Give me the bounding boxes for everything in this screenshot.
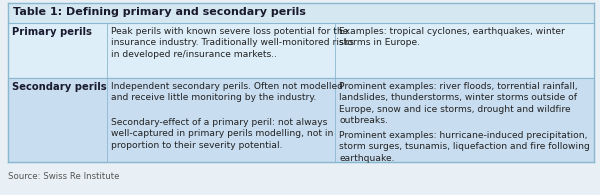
Bar bbox=[8, 3, 594, 162]
Text: Prominent examples: river floods, torrential rainfall,
landslides, thunderstorms: Prominent examples: river floods, torren… bbox=[339, 82, 578, 125]
Text: Peak perils with known severe loss potential for the
insurance industry. Traditi: Peak perils with known severe loss poten… bbox=[111, 27, 354, 59]
Text: Secondary perils: Secondary perils bbox=[12, 82, 107, 92]
Text: Examples: tropical cyclones, earthquakes, winter
storms in Europe.: Examples: tropical cyclones, earthquakes… bbox=[339, 27, 565, 47]
Text: Table 1: Defining primary and secondary perils: Table 1: Defining primary and secondary … bbox=[13, 7, 306, 17]
Text: Secondary-effect of a primary peril: not always
well-captured in primary perils : Secondary-effect of a primary peril: not… bbox=[111, 118, 334, 150]
Bar bbox=[8, 3, 594, 23]
Text: Source: Swiss Re Institute: Source: Swiss Re Institute bbox=[8, 172, 119, 181]
Text: Independent secondary perils. Often not modelled
and receive little monitoring b: Independent secondary perils. Often not … bbox=[111, 82, 343, 102]
Bar bbox=[8, 78, 594, 162]
Bar bbox=[8, 23, 594, 78]
Text: Primary perils: Primary perils bbox=[12, 27, 92, 37]
Text: Prominent examples: hurricane-induced precipitation,
storm surges, tsunamis, liq: Prominent examples: hurricane-induced pr… bbox=[339, 131, 590, 163]
